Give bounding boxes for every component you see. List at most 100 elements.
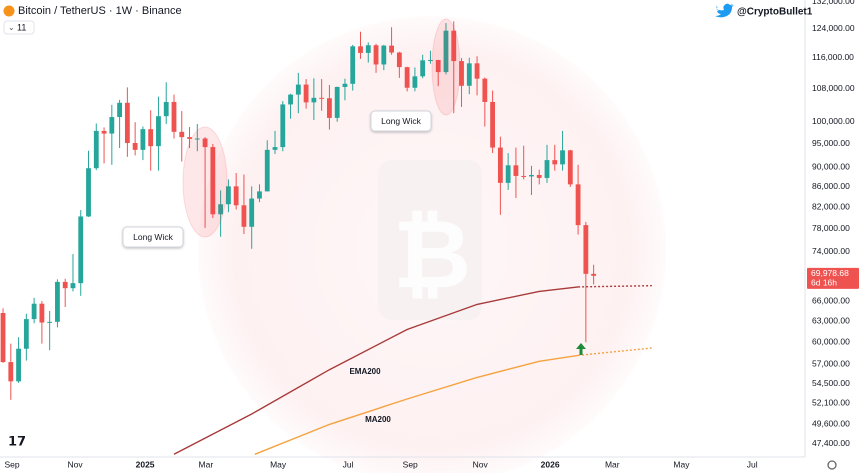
candle-body [93, 130, 99, 169]
y-tick-label: 95,000.00 [812, 138, 850, 148]
candle-body [101, 130, 107, 134]
candle-body [334, 86, 340, 118]
candle-body [86, 168, 91, 217]
candle-body [62, 281, 68, 289]
x-tick-label: May [673, 459, 690, 469]
candle-body [428, 59, 433, 61]
y-tick-label: 82,000.00 [812, 202, 850, 212]
badge: 11 [17, 22, 26, 32]
candle-body [490, 101, 496, 148]
countdown: 6d 16h [811, 278, 837, 288]
x-tick-label: Jul [343, 459, 354, 469]
plot-area [0, 21, 652, 455]
candle-body [295, 84, 301, 95]
candle-body [264, 149, 270, 192]
y-tick-label: 100,000.00 [812, 116, 855, 126]
candle-body [218, 204, 224, 215]
settings-icon[interactable] [827, 460, 837, 470]
candle-body [0, 313, 6, 363]
candle-body [497, 147, 503, 183]
price-tag-label: 69,978.68 [811, 268, 849, 278]
candle-body [288, 94, 293, 105]
candle-body [529, 174, 534, 177]
candle-body [459, 61, 464, 86]
candle-body [241, 205, 247, 227]
candle-body [575, 184, 581, 226]
collapse-arrow: ⌄ [8, 23, 15, 32]
candle-body [257, 191, 262, 199]
candle-body [505, 165, 511, 183]
y-tick-label: 57,000.00 [812, 359, 850, 369]
candle-body [365, 45, 371, 53]
candle-body [210, 147, 216, 215]
candle-body [179, 131, 185, 138]
symbol-icon [3, 5, 15, 17]
candle-body [31, 303, 37, 320]
line-label: EMA200 [349, 367, 381, 376]
wick-highlight [182, 126, 228, 238]
candle-body [466, 63, 472, 86]
candle-body [124, 102, 130, 143]
candle-body [109, 117, 115, 134]
annotation: Long Wick [133, 232, 173, 242]
candle-body [16, 348, 21, 382]
y-tick-label: 66,000.00 [812, 295, 850, 305]
candle-body [591, 273, 597, 276]
candle-body [23, 319, 29, 349]
candle-body [350, 46, 356, 84]
candle-body [327, 98, 332, 118]
candle-body [358, 46, 363, 53]
line-label: MA200 [365, 415, 391, 424]
x-tick-label: Sep [4, 459, 19, 469]
x-tick-label: 2026 [541, 459, 560, 469]
candle-body [39, 303, 45, 323]
candle-body [272, 147, 278, 150]
support-arrow [576, 343, 586, 355]
y-tick-label: 60,000.00 [812, 336, 850, 346]
indicator-projection [578, 347, 652, 357]
candle-body [47, 321, 53, 323]
y-tick-label: 54,500.00 [812, 378, 850, 388]
y-tick-label: 52,100.00 [812, 397, 850, 407]
y-tick-label: 47,400.00 [812, 438, 850, 448]
candle-body [389, 45, 394, 53]
x-tick-label: Nov [473, 459, 489, 469]
candle-body [319, 97, 325, 99]
annotation: Long Wick [381, 116, 421, 126]
y-tick-label: 74,000.00 [812, 246, 850, 256]
candle-body [536, 174, 542, 178]
time-axis: Sep Nov 2025 Mar May Jul Sep Nov 2026 Mar May Jul [0, 456, 805, 469]
y-tick-label: 63,000.00 [812, 315, 850, 325]
candle-body [8, 362, 14, 382]
candle-body [132, 142, 138, 150]
candle-body [567, 150, 573, 185]
annotation-box [370, 110, 432, 132]
x-tick-label: 2025 [136, 459, 155, 469]
candle-body [233, 186, 239, 206]
candle-body [381, 45, 387, 65]
candle-body [420, 60, 426, 77]
candle-body [303, 84, 309, 103]
author: @CryptoBullet1 [737, 7, 813, 18]
candle-body [513, 165, 519, 176]
wick-highlight [431, 18, 461, 116]
y-tick-label: 86,000.00 [812, 181, 850, 191]
candle-body [117, 102, 123, 118]
indicator-line [173, 286, 579, 455]
chart-title: Bitcoin / TetherUS · 1W · Binance [18, 5, 182, 17]
candle-body [521, 175, 527, 177]
y-tick-label: 49,600.00 [812, 419, 850, 429]
candle-body [249, 198, 255, 227]
candle-body [311, 97, 317, 103]
candle-body [55, 281, 60, 322]
y-tick-label: 116,000.00 [812, 52, 854, 62]
candle-body [435, 59, 441, 73]
price-tag [807, 267, 859, 289]
candle-body [140, 129, 146, 150]
candle-body [404, 67, 410, 88]
candle-body [552, 160, 558, 165]
candle-body [560, 150, 565, 165]
candle-body [171, 101, 177, 132]
candle-body [163, 101, 169, 117]
